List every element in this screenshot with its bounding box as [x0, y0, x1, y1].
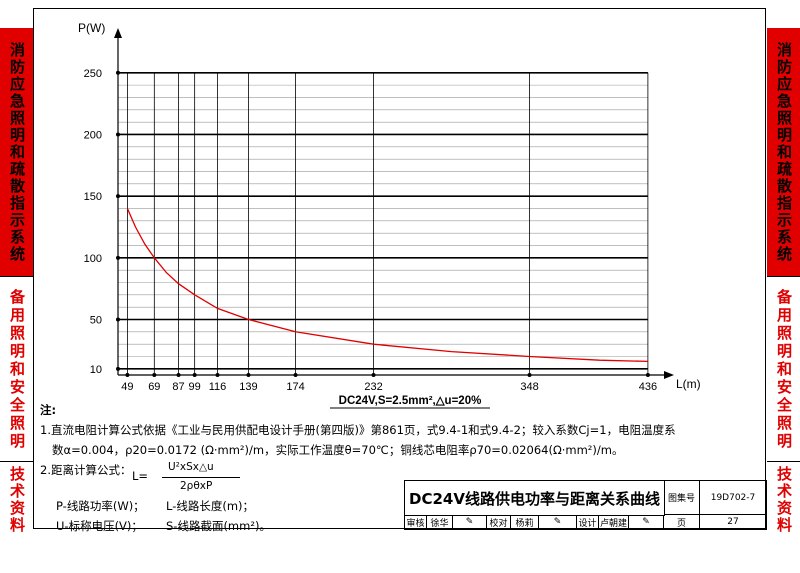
reviewer-signature: ✎ [453, 515, 487, 530]
checker-signature: ✎ [539, 515, 577, 530]
power-distance-curve [126, 208, 648, 363]
page-no: 27 [700, 515, 767, 530]
atlas-no: 19D702-7 [700, 481, 767, 515]
sidebar-section-evacuation-right: 消防应急照明和疏散指示系统 [767, 28, 800, 276]
notes-heading: 注: [40, 403, 57, 417]
y-axis-arrow [114, 28, 122, 38]
formula-bar [162, 477, 240, 478]
designer-name: 卢朝建 [599, 515, 629, 530]
def-length: L-线路长度(m)； [166, 499, 255, 513]
atlas-no-label: 图集号 [664, 481, 700, 515]
formula-numerator: U²xSx△u [168, 461, 214, 473]
y-tick-labels: 10 50 100 150 200 250 [84, 68, 102, 376]
x-tick-label: 49 [121, 381, 133, 393]
sidebar-section-evacuation: 消防应急照明和疏散指示系统 [0, 28, 33, 276]
notes-line-2: 数α=0.004，ρ20=0.0172 (Ω·mm²)/m，实际工作温度θ=70… [52, 443, 624, 457]
sidebar-label-tech-data: 技术资料 [8, 465, 26, 534]
def-power: P-线路功率(W)； [56, 499, 145, 513]
definitions-row-2: U-标称电压(V)； S-线路截面(mm²)。 [40, 516, 600, 536]
y-tick-label: 50 [90, 314, 102, 326]
vertical-gridlines [125, 72, 650, 377]
sidebar-section-tech-data: 技术资料 [0, 461, 33, 537]
formula-row: 2.距离计算公式： L= U²xSx△u 2ρθxP [40, 460, 600, 496]
sidebar-label-evacuation-right: 消防应急照明和疏散指示系统 [775, 41, 793, 263]
x-axis-arrow [664, 371, 674, 379]
design-label: 设计 [577, 515, 599, 530]
notes-block: 注: 1.直流电阻计算公式依据《工业与民用供配电设计手册(第四版)》第861页，… [40, 400, 676, 536]
definitions-row-1: P-线路功率(W)； L-线路长度(m)； [40, 496, 600, 516]
sidebar-label-evacuation: 消防应急照明和疏散指示系统 [8, 41, 26, 263]
formula-denominator: 2ρθxP [180, 480, 213, 492]
page-label: 页 [664, 515, 700, 530]
drawing-title: DC24V线路供电功率与距离关系曲线 [405, 481, 665, 516]
y-axis-label: P(W) [78, 21, 105, 35]
formula-lhs: L= [132, 469, 149, 483]
x-tick-labels: 49 69 87 99 116 139 174 232 348 436 [121, 381, 657, 393]
checker-name: 杨莉 [511, 515, 539, 530]
sidebar-section-tech-data-right: 技术资料 [767, 461, 800, 537]
horizontal-gridlines [116, 70, 648, 371]
x-tick-label: 139 [239, 381, 257, 393]
check-label: 校对 [487, 515, 511, 530]
sidebar-label-backup-lighting: 备用照明和安全照明 [8, 288, 26, 451]
y-tick-label: 150 [84, 191, 102, 203]
reviewer-name: 徐华 [427, 515, 453, 530]
sidebar-section-backup-lighting: 备用照明和安全照明 [0, 276, 33, 462]
x-tick-label: 87 [172, 381, 184, 393]
y-tick-label: 250 [84, 68, 102, 80]
sidebar-label-backup-lighting-right: 备用照明和安全照明 [775, 288, 793, 451]
chart-caption: DC24V,S=2.5mm²,△u=20% [339, 395, 482, 407]
x-tick-label: 436 [639, 381, 657, 393]
y-tick-label: 100 [84, 253, 102, 265]
x-tick-label: 232 [364, 381, 382, 393]
review-label: 审核 [405, 515, 427, 530]
x-tick-label: 69 [148, 381, 160, 393]
notes-line-3: 2.距离计算公式： [40, 463, 132, 477]
notes-line-1: 1.直流电阻计算公式依据《工业与民用供配电设计手册(第四版)》第861页，式9.… [40, 423, 676, 437]
y-tick-label: 200 [84, 129, 102, 141]
sidebar-label-tech-data-right: 技术资料 [775, 465, 793, 534]
drawing-frame [33, 8, 766, 529]
x-tick-label: 99 [189, 381, 201, 393]
x-axis-label: L(m) [676, 377, 701, 391]
def-voltage: U-标称电压(V)； [56, 519, 143, 533]
designer-signature: ✎ [629, 515, 664, 530]
y-tick-label: 10 [90, 364, 102, 376]
x-tick-label: 174 [286, 381, 304, 393]
title-block: DC24V线路供电功率与距离关系曲线 图集号 19D702-7 审核 徐华 ✎ … [404, 480, 767, 530]
x-tick-label: 116 [209, 381, 227, 393]
def-section: S-线路截面(mm²)。 [166, 519, 271, 533]
x-tick-label: 348 [520, 381, 538, 393]
sidebar-section-backup-lighting-right: 备用照明和安全照明 [767, 276, 800, 462]
